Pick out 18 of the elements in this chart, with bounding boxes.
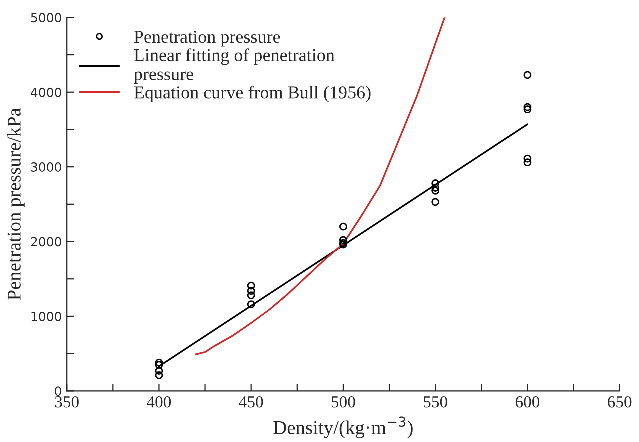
y-tick-label: 2000	[31, 237, 62, 247]
x-tick-label: 400	[147, 396, 172, 408]
y-axis-title: Penetration pressure/kPa	[7, 108, 25, 300]
x-tick-label: 600	[516, 396, 540, 408]
y-tick-label: 0	[55, 386, 62, 396]
legend-label: Equation curve from Bull (1956)	[134, 86, 371, 102]
y-tick-label: 3000	[31, 162, 62, 172]
x-tick-label: 550	[424, 396, 448, 408]
y-tick-label: 5000	[31, 13, 62, 23]
x-axis-title: Density/(kg·m$^{−3}$)	[274, 416, 413, 438]
x-tick-label: 650	[608, 396, 632, 408]
y-tick-label: 1000	[32, 312, 62, 322]
x-tick-label: 450	[239, 396, 264, 408]
x-tick-label: 350	[55, 396, 79, 408]
legend-label: Penetration pressure	[134, 31, 280, 47]
y-tick-label: 4000	[31, 88, 62, 98]
legend-label: Linear fitting of penetration pressure	[134, 48, 335, 84]
x-tick-label: 500	[332, 396, 356, 408]
